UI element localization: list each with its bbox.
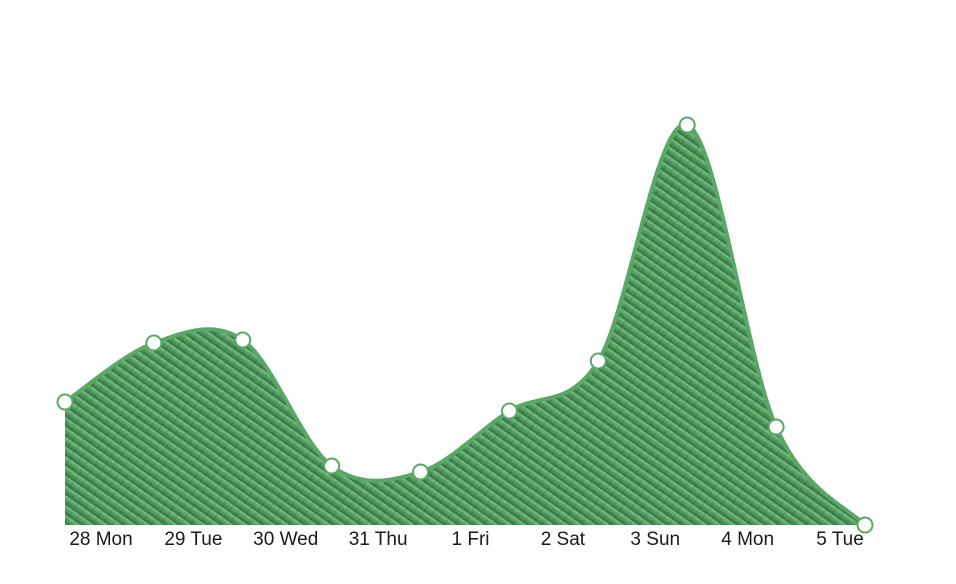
data-point [234, 331, 252, 349]
x-tick-label: 5 Tue [816, 529, 864, 550]
x-tick-label: 31 Thu [349, 529, 408, 550]
x-tick-label: 2 Sat [541, 529, 586, 550]
x-tick-label: 28 Mon [69, 529, 132, 550]
data-point [323, 457, 341, 475]
data-point [856, 516, 874, 534]
data-point [500, 402, 518, 420]
data-point [767, 418, 785, 436]
data-point [589, 352, 607, 370]
x-tick-label: 29 Tue [164, 529, 222, 550]
x-tick-label: 30 Wed [253, 529, 318, 550]
x-tick-label: 4 Mon [721, 529, 774, 550]
data-point [145, 334, 163, 352]
data-point [56, 393, 74, 411]
data-point [412, 463, 430, 481]
x-tick-label: 3 Sun [630, 529, 680, 550]
data-point [678, 116, 696, 134]
area-fill [65, 124, 865, 525]
x-tick-label: 1 Fri [452, 529, 490, 550]
